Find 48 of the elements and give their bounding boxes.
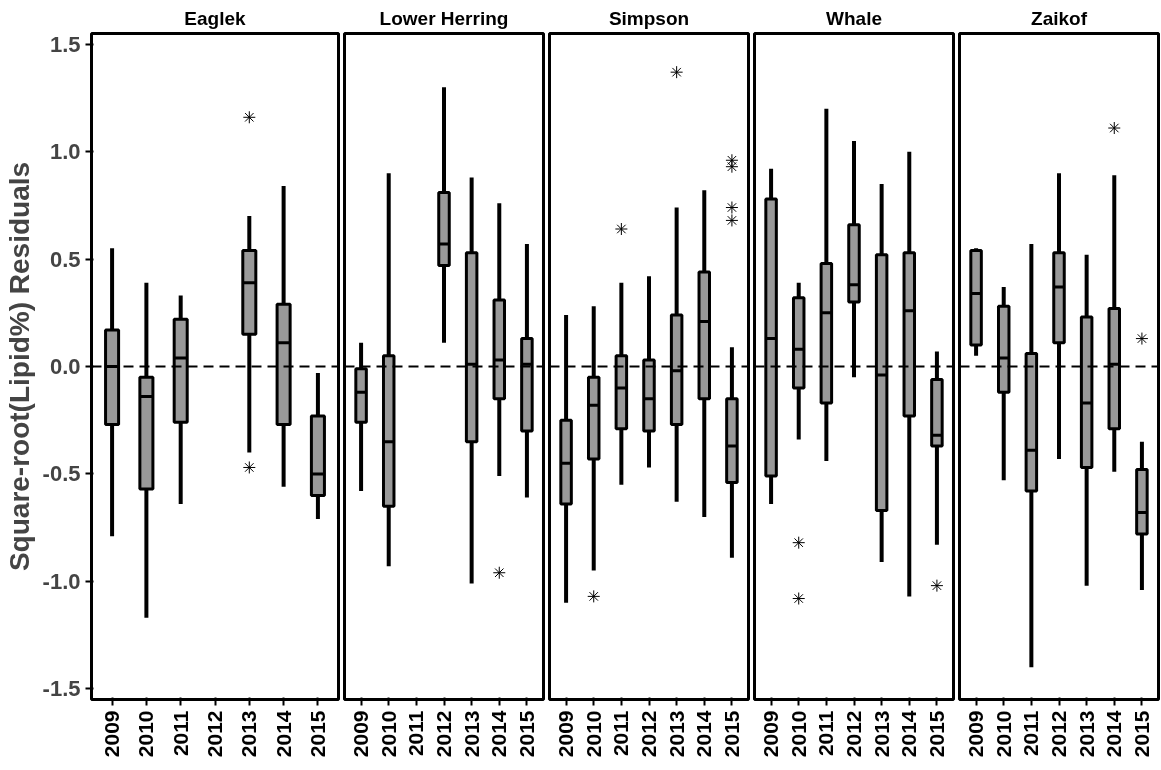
y-tick-label: -1.0 — [42, 568, 81, 594]
x-tick-label: 2015 — [924, 710, 948, 758]
x-tick-label: 2011 — [1019, 710, 1043, 757]
y-tick-label: 0.5 — [49, 246, 81, 272]
x-tick-label: 2009 — [759, 710, 783, 758]
x-tick-label: 2009 — [349, 710, 373, 758]
x-tick-label: 2013 — [459, 710, 483, 758]
x-tick-label: 2010 — [376, 710, 400, 758]
x-tick-label: 2013 — [869, 710, 893, 758]
x-tick-label: 2015 — [719, 710, 743, 758]
x-tick-label: 2013 — [237, 710, 261, 758]
x-tick-label: 2011 — [609, 710, 633, 757]
x-tick-label: 2015 — [305, 710, 329, 758]
x-tick-label: 2010 — [991, 710, 1015, 758]
x-tick-label: 2009 — [964, 710, 988, 758]
x-tick-label: 2010 — [786, 710, 810, 758]
chart-title: Zaikof — [1031, 7, 1088, 29]
x-tick-label: 2012 — [637, 710, 660, 758]
x-tick-label: 2011 — [814, 710, 838, 757]
x-tick-label: 2015 — [1129, 710, 1153, 758]
x-tick-label: 2009 — [100, 710, 124, 758]
chart-title: Eaglek — [184, 7, 247, 29]
x-tick-label: 2010 — [581, 710, 605, 758]
x-tick-label: 2012 — [842, 710, 865, 758]
x-tick-label: 2009 — [554, 710, 578, 758]
x-tick-label: 2011 — [168, 710, 192, 757]
y-tick-label: 0.0 — [49, 354, 81, 379]
x-tick-label: 2012 — [432, 710, 455, 758]
x-tick-label: 2011 — [404, 710, 428, 757]
x-tick-label: 2014 — [692, 710, 716, 758]
y-tick-label: -0.5 — [42, 461, 81, 487]
x-tick-label: 2014 — [1102, 710, 1126, 758]
chart-title: Lower Herring — [379, 7, 509, 29]
x-tick-label: 2013 — [1074, 710, 1098, 758]
y-tick-label: 1.0 — [49, 139, 81, 165]
x-tick-label: 2010 — [134, 710, 158, 758]
y-axis-title: Square-root(Lipid%) Residuals — [3, 161, 35, 572]
x-tick-label: 2015 — [514, 710, 538, 758]
chart-title: Simpson — [608, 7, 690, 29]
x-tick-label: 2014 — [271, 710, 295, 758]
x-tick-label: 2014 — [487, 710, 511, 758]
x-tick-label: 2012 — [203, 710, 226, 758]
chart-title: Whale — [826, 7, 882, 29]
x-tick-label: 2013 — [664, 710, 688, 758]
y-tick-label: 1.5 — [49, 31, 81, 57]
y-tick-label: -1.5 — [42, 676, 81, 702]
x-tick-label: 2014 — [897, 710, 921, 758]
x-tick-label: 2012 — [1047, 710, 1070, 758]
